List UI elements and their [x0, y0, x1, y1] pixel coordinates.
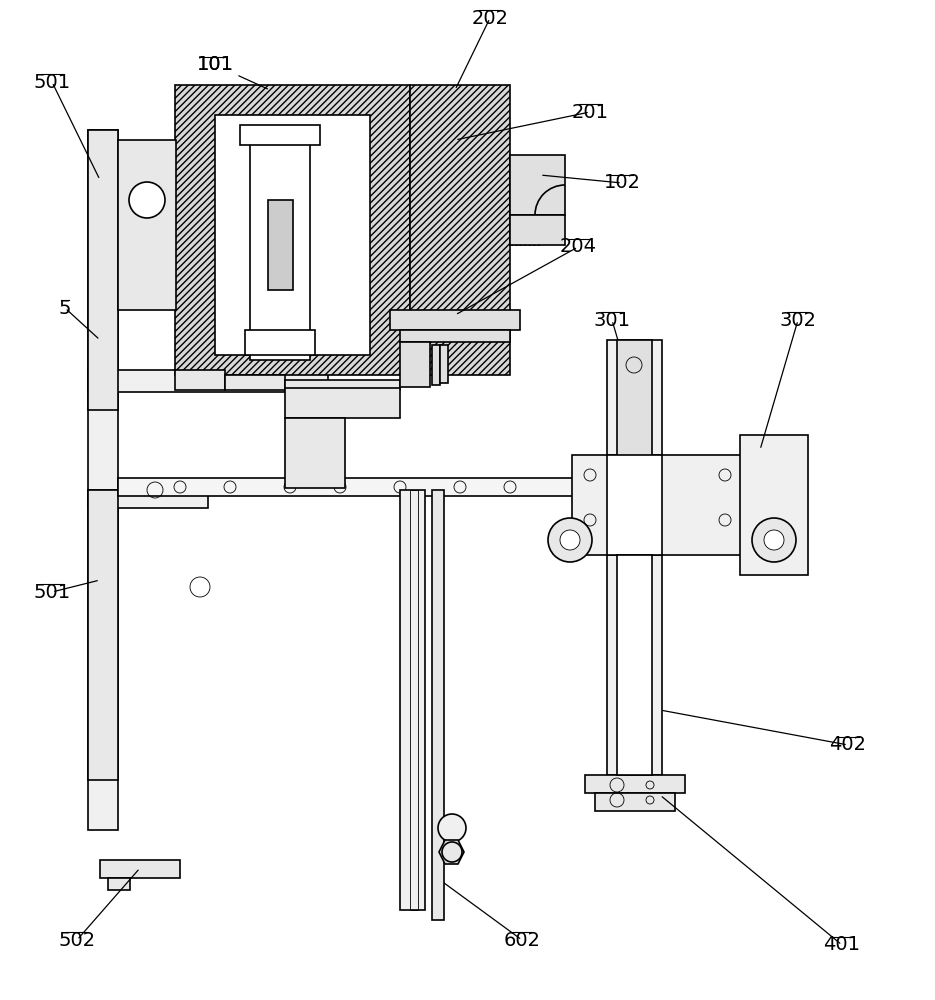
Bar — [108, 878, 130, 890]
Bar — [285, 380, 400, 390]
Bar — [88, 370, 328, 392]
Circle shape — [442, 842, 462, 862]
Bar — [118, 478, 648, 496]
Text: 101: 101 — [196, 55, 234, 75]
Circle shape — [752, 518, 796, 562]
Bar — [432, 345, 440, 385]
Text: 202: 202 — [471, 8, 509, 27]
Bar — [400, 342, 430, 387]
Text: 501: 501 — [34, 73, 70, 92]
Bar — [410, 85, 510, 375]
Text: 602: 602 — [504, 930, 540, 950]
Bar — [100, 860, 180, 878]
Bar — [595, 793, 675, 811]
Text: 204: 204 — [559, 237, 597, 256]
Bar — [225, 375, 285, 390]
Text: 502: 502 — [58, 930, 95, 950]
Bar — [245, 330, 315, 355]
Bar — [607, 555, 662, 775]
Bar — [390, 310, 520, 330]
Bar — [88, 130, 118, 410]
Text: 402: 402 — [829, 736, 867, 754]
Bar — [88, 490, 118, 780]
Bar — [175, 370, 225, 390]
Bar — [285, 418, 345, 488]
Bar — [607, 340, 662, 460]
Bar — [88, 490, 208, 508]
Bar — [215, 115, 370, 355]
Bar — [118, 140, 176, 310]
Text: 401: 401 — [824, 936, 860, 954]
Bar — [510, 155, 565, 215]
Text: 301: 301 — [594, 310, 630, 330]
Bar — [250, 135, 310, 360]
Bar — [88, 130, 118, 830]
Circle shape — [129, 182, 165, 218]
Circle shape — [764, 530, 784, 550]
Text: 5: 5 — [59, 298, 71, 318]
Text: 501: 501 — [34, 582, 70, 601]
Bar — [400, 330, 510, 342]
Bar — [607, 455, 662, 555]
Circle shape — [438, 814, 466, 842]
Bar — [410, 490, 418, 910]
Text: 101: 101 — [196, 55, 267, 89]
Bar — [572, 455, 742, 555]
Bar — [585, 775, 685, 793]
Bar — [617, 340, 652, 460]
Circle shape — [548, 518, 592, 562]
Bar — [268, 200, 293, 290]
Circle shape — [560, 530, 580, 550]
Bar — [617, 555, 652, 775]
Bar — [432, 490, 444, 920]
Polygon shape — [439, 840, 464, 864]
Bar — [240, 125, 320, 145]
Text: 201: 201 — [571, 103, 609, 121]
Bar — [440, 345, 448, 383]
Bar — [740, 435, 808, 575]
Bar — [175, 85, 410, 375]
Text: 102: 102 — [603, 174, 640, 192]
Bar — [400, 490, 425, 910]
Bar — [510, 215, 565, 245]
Text: 302: 302 — [780, 310, 816, 330]
Bar — [285, 388, 400, 418]
